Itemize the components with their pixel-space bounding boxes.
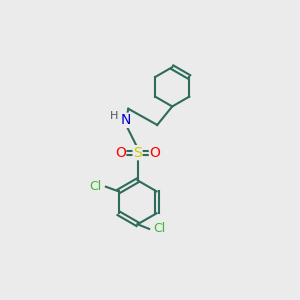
Text: H: H [110,111,118,121]
Text: O: O [149,146,160,160]
Text: O: O [115,146,126,160]
Text: S: S [133,146,142,160]
Text: N: N [121,113,131,127]
Text: Cl: Cl [89,180,102,193]
Text: Cl: Cl [153,222,166,236]
